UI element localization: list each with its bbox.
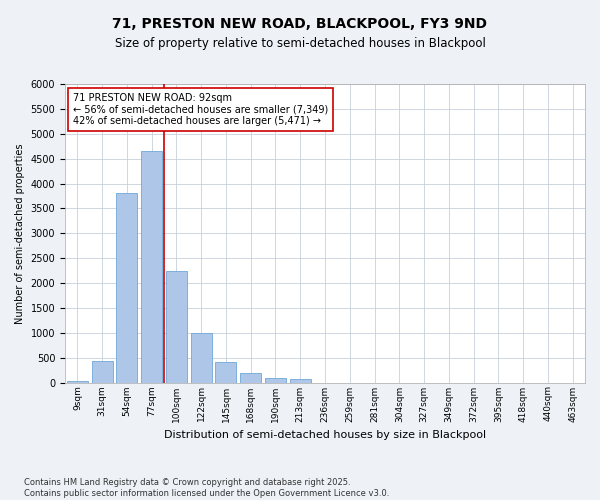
X-axis label: Distribution of semi-detached houses by size in Blackpool: Distribution of semi-detached houses by … [164, 430, 486, 440]
Bar [215, 362, 236, 382]
Text: 71 PRESTON NEW ROAD: 92sqm
← 56% of semi-detached houses are smaller (7,349)
42%: 71 PRESTON NEW ROAD: 92sqm ← 56% of semi… [73, 93, 328, 126]
Bar [191, 333, 212, 382]
Text: Contains HM Land Registry data © Crown copyright and database right 2025.
Contai: Contains HM Land Registry data © Crown c… [24, 478, 389, 498]
Bar [116, 194, 137, 382]
Text: Size of property relative to semi-detached houses in Blackpool: Size of property relative to semi-detach… [115, 38, 485, 51]
Bar [240, 372, 261, 382]
Bar [166, 270, 187, 382]
Bar [290, 378, 311, 382]
Y-axis label: Number of semi-detached properties: Number of semi-detached properties [15, 143, 25, 324]
Bar [265, 378, 286, 382]
Text: 71, PRESTON NEW ROAD, BLACKPOOL, FY3 9ND: 71, PRESTON NEW ROAD, BLACKPOOL, FY3 9ND [113, 18, 487, 32]
Bar [92, 361, 113, 382]
Bar [67, 381, 88, 382]
Bar [141, 151, 162, 382]
